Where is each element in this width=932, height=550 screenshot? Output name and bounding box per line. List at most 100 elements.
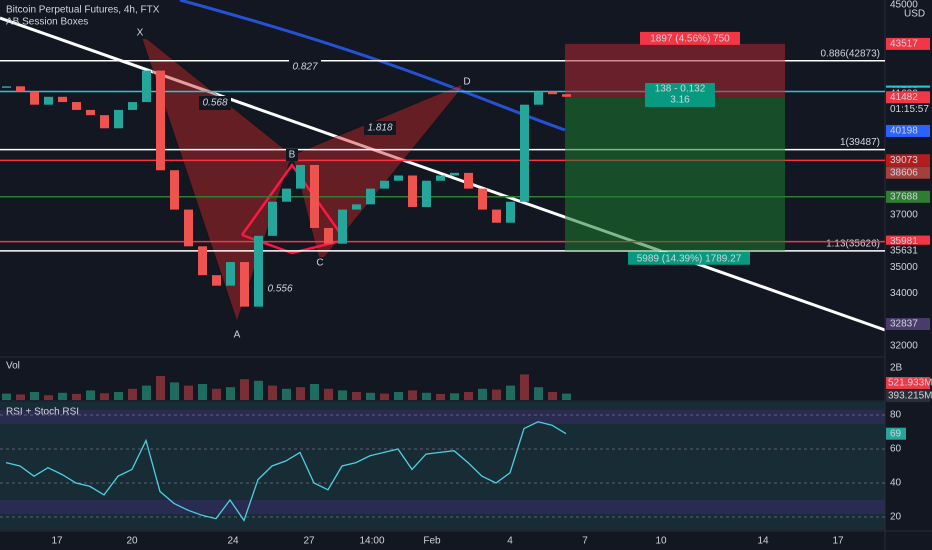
- date-label: 14: [757, 536, 769, 547]
- pattern-point: B: [289, 150, 296, 161]
- candle: [394, 175, 403, 181]
- price-badge: [886, 318, 930, 331]
- rsi-upper-band: [0, 410, 885, 424]
- volume-bar: [240, 379, 249, 400]
- pattern-ratio: 1.818: [367, 123, 392, 134]
- price-tick: 35000: [890, 262, 918, 273]
- volume-bar: [478, 388, 487, 400]
- candle: [548, 91, 557, 95]
- candle: [212, 275, 221, 286]
- candle: [44, 96, 53, 105]
- price-badge-label: 35631: [890, 245, 918, 256]
- volume-bar: [534, 387, 543, 400]
- candle: [562, 94, 571, 97]
- candle: [128, 102, 137, 110]
- candle: [408, 175, 417, 207]
- candle: [310, 165, 319, 228]
- rsi-lower-band: [0, 500, 885, 514]
- point-marker: [314, 257, 326, 269]
- ratio-marker: [199, 96, 231, 110]
- risk-label: 1897 (4.56%) 750: [650, 34, 730, 45]
- candle: [324, 227, 333, 244]
- volume-bar: [310, 384, 319, 400]
- candle: [380, 180, 389, 189]
- candle: [16, 86, 25, 92]
- indicator-name: AB Session Boxes: [6, 17, 88, 28]
- ratio-label: 138 - 0.132: [655, 84, 706, 95]
- candle: [450, 172, 459, 176]
- price-badge: [886, 91, 930, 104]
- price-badge: [886, 166, 930, 179]
- point-marker: [231, 329, 243, 341]
- rr-label: 3.16: [670, 95, 690, 106]
- price-badge: [886, 37, 930, 50]
- date-label: 4: [507, 536, 513, 547]
- volume-bar: [72, 393, 81, 400]
- volume-axis-label: 2B: [890, 363, 903, 374]
- volume-bar: [352, 392, 361, 400]
- price-tick: 34000: [890, 288, 918, 299]
- candle: [58, 96, 67, 103]
- candle: [464, 172, 473, 189]
- volume-bar: [254, 380, 263, 400]
- fib-label: 1(39487): [840, 137, 880, 148]
- candle: [506, 201, 515, 223]
- candle: [338, 209, 347, 244]
- candle: [478, 188, 487, 210]
- rsi-line: [5, 421, 567, 522]
- candle: [282, 188, 291, 202]
- date-label: 7: [582, 536, 588, 547]
- price-badge-label: 41482: [890, 92, 918, 103]
- price-badge-label: 38606: [890, 167, 918, 178]
- pattern-ratio: 0.827: [292, 62, 317, 73]
- candle: [240, 262, 249, 307]
- rsi-badge-label: 69: [890, 428, 902, 439]
- pattern-ratio: 0.568: [202, 98, 227, 109]
- price-badge: [886, 154, 930, 167]
- candle: [100, 115, 109, 129]
- price-badge: [886, 235, 930, 248]
- volume-bar: [548, 392, 557, 400]
- ratio-box: [645, 83, 715, 107]
- point-marker: [134, 27, 146, 39]
- volume-bar: [268, 385, 277, 400]
- candle: [198, 246, 207, 276]
- currency: USD: [904, 9, 925, 20]
- target-zone: [565, 97, 785, 251]
- volume-bar: [380, 393, 389, 400]
- date-label: 17: [832, 536, 844, 547]
- volume-bar: [128, 388, 137, 400]
- price-badge-label: 39073: [890, 155, 918, 166]
- candle: [520, 104, 529, 202]
- volume-bar: [170, 382, 179, 400]
- point-marker: [286, 149, 298, 161]
- rsi-tick: 20: [890, 512, 902, 523]
- price-badge: [886, 190, 930, 203]
- candle: [156, 70, 165, 171]
- fib-label: 1.13(35626): [826, 239, 880, 250]
- volume-bar: [506, 385, 515, 400]
- volume-bar: [226, 387, 235, 400]
- risk-box: [640, 31, 740, 45]
- candle: [352, 204, 361, 210]
- rsi-tick: 40: [890, 478, 902, 489]
- volume-badge-label: 521.933M: [888, 378, 932, 389]
- candle: [142, 70, 151, 103]
- pattern-ratio: 0.556: [267, 284, 292, 295]
- volume-bar: [282, 388, 291, 400]
- candle: [170, 170, 179, 210]
- ratio-marker: [289, 60, 321, 74]
- volume-bar: [16, 394, 25, 400]
- date-label: 14:00: [359, 536, 384, 547]
- volume-bar: [436, 393, 445, 400]
- price-badge-label: 40198: [890, 126, 918, 137]
- volume-bar: [212, 388, 221, 400]
- price-badge-label: 43517: [890, 39, 918, 50]
- volume-bar: [30, 392, 39, 400]
- volume-bar: [142, 385, 151, 400]
- candle: [114, 109, 123, 129]
- volume-badge: [886, 377, 930, 389]
- date-label: 17: [51, 536, 63, 547]
- rsi-badge: [886, 427, 906, 440]
